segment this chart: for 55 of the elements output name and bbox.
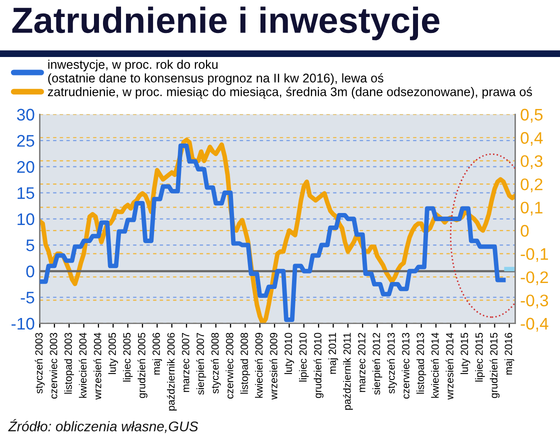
y2-tick-label: -0,1 [520,248,548,262]
y2-tick-label: 0,2 [520,178,542,192]
x-tick-label: maj 2016 [504,332,514,375]
x-tick-label: styczeń 2013 [387,332,397,394]
y-tick-label: 15 [18,187,34,199]
y2-tick-label: 0,5 [520,108,543,123]
y2-tick-label: -0,4 [520,318,548,332]
x-tick-label: kwiecień 2009 [254,332,263,398]
y-tick-label: 5 [26,240,34,252]
x-tick-label: styczeń 2003 [34,332,45,394]
x-tick-label: wrzesień 2009 [270,332,278,400]
y-tick-label: 25 [17,134,34,147]
chart-title: Zatrudnienie i inwestycje [12,6,440,40]
x-tick-label: lipiec 2015 [475,332,485,382]
x-tick-label: grudzień 2010 [314,332,324,398]
y2-tick-label: 0,3 [520,155,542,170]
x-tick-label: październik 2006 [166,332,177,411]
x-tick-label: maj 2006 [152,332,162,375]
y2-tick-label: 0,4 [520,132,543,146]
x-tick-label: lipiec 2010 [299,332,309,382]
y-tick-label: -10 [12,318,34,330]
x-tick-label: listopad 2003 [64,332,74,394]
y2-tick-label: 0,1 [520,202,542,216]
x-tick-label: lipiec 2005 [122,332,133,382]
x-tick-label: luty 2010 [284,332,294,374]
x-tick-label: czerwiec 2013 [402,332,410,399]
x-tick-label: listopad 2013 [416,332,426,394]
x-tick-label: kwiecień 2004 [78,332,87,398]
y2-tick-label: 0 [520,224,529,237]
x-tick-label: czerwiec 2003 [50,332,58,399]
x-tick-label: wrzesień 2014 [446,332,454,400]
y-tick-label: -5 [20,292,34,304]
x-tick-label: wrzesień 2004 [93,332,102,400]
x-tick-label: luty 2005 [108,332,118,374]
text: Źródło: obliczenia własne,GUS [8,419,198,433]
y-tick-label: 20 [17,161,34,173]
y-tick-label: 10 [18,213,34,226]
x-tick-label: styczeń 2008 [210,332,221,394]
x-tick-label: luty 2015 [460,332,470,374]
y2-tick-label: -0,2 [520,271,548,286]
x-tick-label: czerwiec 2008 [226,332,234,399]
x-tick-label: grudzień 2005 [138,332,148,398]
x-tick-label: listopad 2008 [240,332,250,394]
y2-tick-label: -0,3 [520,294,548,308]
x-tick-label: grudzień 2015 [490,332,500,398]
x-tick-label: październik 2011 [343,332,353,410]
y-tick-label: 30 [17,108,34,121]
x-tick-label: sierpień 2012 [372,332,382,395]
legend-label: zatrudnienie, w proc. miesiąc do miesiąca, średnia 3m (dane odsezonowane), prawa oś [48,86,532,99]
x-tick-label: marzec 2012 [358,332,366,392]
x-tick-label: kwiecień 2014 [430,332,439,398]
x-tick-label: marzec 2007 [182,332,190,392]
y-tick-label: 0 [26,266,34,278]
x-tick-label: maj 2011 [328,332,338,374]
x-tick-label: sierpień 2007 [196,332,206,395]
